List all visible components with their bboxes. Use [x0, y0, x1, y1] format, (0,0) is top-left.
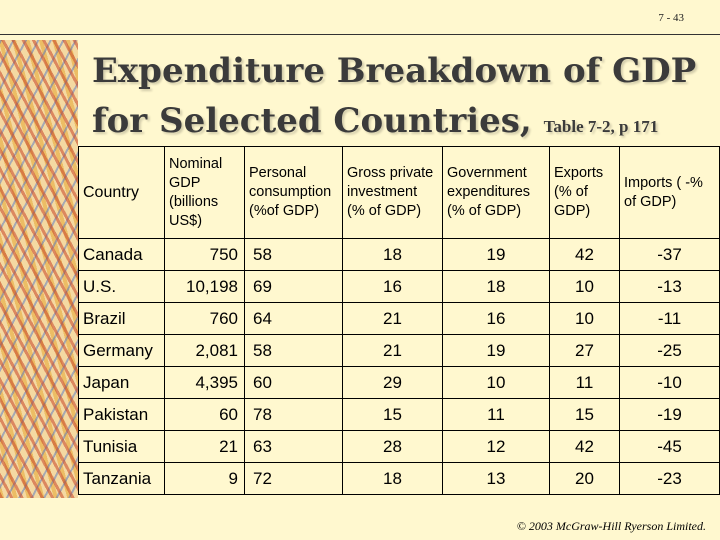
- cell-government: 12: [442, 430, 550, 463]
- cell-gdp: 760: [164, 302, 245, 335]
- cell-exports: 20: [549, 462, 620, 495]
- cell-country: U.S.: [78, 270, 165, 303]
- cell-gdp: 10,198: [164, 270, 245, 303]
- table-row: U.S. 10,198 69 16 18 10 -13: [78, 270, 720, 303]
- cell-gdp: 9: [164, 462, 245, 495]
- header-government: Government expenditures (% of GDP): [442, 146, 550, 239]
- cell-imports: -23: [619, 462, 720, 495]
- cell-country: Tunisia: [78, 430, 165, 463]
- cell-gdp: 2,081: [164, 334, 245, 367]
- cell-government: 11: [442, 398, 550, 431]
- cell-government: 19: [442, 334, 550, 367]
- cell-investment: 28: [342, 430, 443, 463]
- cell-exports: 15: [549, 398, 620, 431]
- cell-gdp: 750: [164, 238, 245, 271]
- cell-country: Canada: [78, 238, 165, 271]
- table-row: Germany 2,081 58 21 19 27 -25: [78, 334, 720, 367]
- cell-consumption: 58: [244, 238, 343, 271]
- page-number: 7 - 43: [658, 12, 684, 24]
- cell-imports: -19: [619, 398, 720, 431]
- header-exports: Exports (% of GDP): [549, 146, 620, 239]
- cell-exports: 10: [549, 270, 620, 303]
- cell-country: Tanzania: [78, 462, 165, 495]
- table-row: Tunisia 21 63 28 12 42 -45: [78, 430, 720, 463]
- page-title: Expenditure Breakdown of GDP for Selecte…: [92, 46, 696, 152]
- cell-imports: -10: [619, 366, 720, 399]
- decorative-stripe: [0, 40, 78, 498]
- cell-government: 13: [442, 462, 550, 495]
- table-row: Japan 4,395 60 29 10 11 -10: [78, 366, 720, 399]
- cell-investment: 18: [342, 238, 443, 271]
- table-row: Pakistan 60 78 15 11 15 -19: [78, 398, 720, 431]
- cell-consumption: 60: [244, 366, 343, 399]
- cell-imports: -37: [619, 238, 720, 271]
- cell-exports: 42: [549, 430, 620, 463]
- cell-country: Japan: [78, 366, 165, 399]
- cell-imports: -25: [619, 334, 720, 367]
- cell-consumption: 58: [244, 334, 343, 367]
- header-country: Country: [78, 146, 165, 239]
- table-row: Canada 750 58 18 19 42 -37: [78, 238, 720, 271]
- copyright: © 2003 McGraw-Hill Ryerson Limited.: [516, 519, 706, 533]
- cell-gdp: 60: [164, 398, 245, 431]
- cell-consumption: 64: [244, 302, 343, 335]
- header-imports: Imports ( -% of GDP): [619, 146, 720, 239]
- cell-imports: -11: [619, 302, 720, 335]
- cell-investment: 15: [342, 398, 443, 431]
- header-gdp: Nominal GDP (billions US$): [164, 146, 245, 239]
- cell-government: 16: [442, 302, 550, 335]
- cell-imports: -13: [619, 270, 720, 303]
- cell-investment: 29: [342, 366, 443, 399]
- title-line-1: Expenditure Breakdown of GDP: [92, 51, 697, 91]
- cell-exports: 42: [549, 238, 620, 271]
- header-row: Country Nominal GDP (billions US$) Perso…: [78, 146, 720, 239]
- header-investment: Gross private investment (% of GDP): [342, 146, 443, 239]
- title-line-2: for Selected Countries,: [92, 101, 532, 141]
- cell-exports: 11: [549, 366, 620, 399]
- header-consumption: Personal consumption (%of GDP): [244, 146, 343, 239]
- cell-government: 18: [442, 270, 550, 303]
- cell-exports: 27: [549, 334, 620, 367]
- cell-investment: 18: [342, 462, 443, 495]
- cell-country: Brazil: [78, 302, 165, 335]
- cell-country: Pakistan: [78, 398, 165, 431]
- table-row: Tanzania 9 72 18 13 20 -23: [78, 462, 720, 495]
- title-reference: Table 7-2, p 171: [543, 117, 659, 136]
- cell-consumption: 69: [244, 270, 343, 303]
- cell-consumption: 63: [244, 430, 343, 463]
- cell-investment: 21: [342, 302, 443, 335]
- cell-imports: -45: [619, 430, 720, 463]
- header-rule: [0, 34, 720, 35]
- cell-government: 19: [442, 238, 550, 271]
- cell-consumption: 78: [244, 398, 343, 431]
- cell-consumption: 72: [244, 462, 343, 495]
- cell-investment: 16: [342, 270, 443, 303]
- cell-exports: 10: [549, 302, 620, 335]
- cell-gdp: 21: [164, 430, 245, 463]
- cell-country: Germany: [78, 334, 165, 367]
- gdp-table: Country Nominal GDP (billions US$) Perso…: [78, 146, 720, 495]
- cell-government: 10: [442, 366, 550, 399]
- table-row: Brazil 760 64 21 16 10 -11: [78, 302, 720, 335]
- cell-gdp: 4,395: [164, 366, 245, 399]
- cell-investment: 21: [342, 334, 443, 367]
